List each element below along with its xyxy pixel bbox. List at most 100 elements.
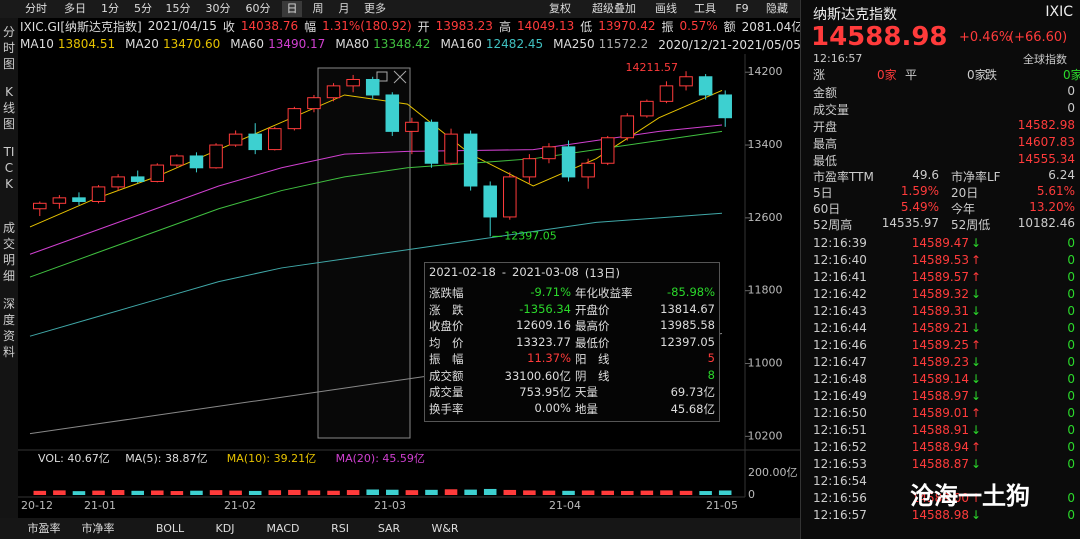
candle-body (72, 197, 86, 202)
vol-bar (190, 490, 203, 495)
vol-bar (503, 489, 517, 495)
toolbar-bg (0, 0, 800, 18)
tick-time: 12:16:56 (813, 491, 867, 505)
popup-label: 收盘价 (429, 319, 464, 333)
quote-label: 最低 (813, 154, 838, 168)
tick-dir: ↑ (971, 338, 982, 352)
last-price: 14588.98 (811, 22, 948, 52)
candle-body (307, 97, 321, 110)
candle-body (405, 121, 419, 132)
tool-button[interactable]: 画线 (655, 1, 677, 15)
tick-dir: ↓ (971, 372, 982, 386)
y-tick-label: 14200 (748, 65, 783, 78)
vol-bar (679, 490, 693, 495)
tick-time: 12:16:50 (813, 406, 867, 420)
tick-price: 14589.32 (911, 287, 969, 301)
period-tab[interactable]: 60分 (246, 2, 271, 15)
vol-bar (699, 491, 712, 495)
ma-line (29, 212, 723, 337)
indicator-tab[interactable]: W&R (431, 522, 458, 535)
tick-price: 14588.87 (911, 457, 969, 471)
vol-bar (209, 490, 223, 495)
period-tab[interactable]: 15分 (166, 2, 191, 15)
popup-header: 2021-02-18-2021-03-08 (13日) (429, 265, 620, 281)
period-tab[interactable]: 周 (313, 2, 324, 15)
popup-label: 阴 线 (575, 368, 610, 383)
quote-panel: 纳斯达克指数 IXIC 14588.98 +0.46% (+66.60) 12:16:57… (800, 0, 1080, 539)
tick-time: 12:16:52 (813, 440, 867, 454)
tick-vol: 0 (1067, 270, 1075, 284)
tick-dir: ↓ (971, 236, 982, 250)
close-icon[interactable] (393, 70, 407, 84)
tick-time: 12:16:53 (813, 457, 867, 471)
indicator-tab[interactable]: BOLL (156, 522, 185, 535)
tick-vol: 0 (1067, 389, 1075, 403)
tick-time: 12:16:41 (813, 270, 867, 284)
pct-change: +0.46% (959, 30, 1012, 45)
vol-bar (288, 489, 301, 495)
candle-body (248, 133, 262, 151)
indicator-tab[interactable]: KDJ (216, 522, 235, 535)
tick-time: 12:16:44 (813, 321, 867, 335)
popup-label: 开盘价 (575, 302, 610, 317)
vol-legend: MA(10): 39.21亿 (227, 452, 316, 465)
popup-value: 12397.05 (660, 334, 715, 349)
indicator-tab[interactable]: RSI (331, 522, 349, 535)
candle-body (326, 85, 341, 99)
stat-label: 5日 (813, 186, 833, 200)
candle-body (189, 155, 204, 169)
period-tab[interactable]: 月 (339, 2, 350, 15)
x-label: 21-01 (84, 499, 116, 512)
popup-label: 成交量 (429, 385, 464, 399)
candle-body (91, 186, 106, 202)
watermark: 沧海一土狗 (910, 482, 1030, 510)
tick-price: 14589.01 (911, 406, 969, 420)
period-tab[interactable]: 更多 (364, 1, 386, 15)
selection-box[interactable] (317, 67, 411, 439)
tick-time: 12:16:48 (813, 372, 867, 386)
tool-button[interactable]: 超级叠加 (592, 1, 636, 15)
y-tick-label: 11800 (748, 284, 783, 297)
popup-label: 涨 跌 (429, 302, 464, 317)
period-tab[interactable]: 分时 (25, 2, 47, 15)
breadth: 平 (905, 68, 918, 82)
tool-button[interactable]: F9 (735, 2, 748, 15)
breadth: 0家 (1063, 68, 1080, 82)
indicator-tab[interactable]: 市净率 (82, 521, 115, 535)
period-tab[interactable]: 30分 (206, 2, 231, 15)
stat-label: 市盈率TTM (813, 170, 874, 184)
tick-vol: 0 (1067, 253, 1075, 267)
period-tab[interactable]: 1分 (101, 2, 119, 15)
x-label: 20-12 (21, 499, 53, 512)
tool-button[interactable]: 工具 (694, 2, 716, 15)
x-label: 21-04 (549, 499, 581, 512)
quote-value: 14555.34 (1017, 152, 1075, 166)
vol-bar (111, 490, 125, 495)
period-tab[interactable]: 多日 (64, 1, 86, 15)
popup-value: 13323.77 (516, 334, 571, 349)
tick-price: 14589.14 (911, 372, 969, 386)
popup-value: 12609.16 (516, 318, 571, 332)
popup-label: 振 幅 (429, 352, 464, 366)
candle-body (287, 108, 302, 130)
period-tab[interactable]: 5分 (134, 2, 152, 15)
period-tab[interactable]: 日 (287, 2, 298, 15)
tool-button[interactable]: 复权 (549, 1, 571, 15)
tick-dir: ↓ (971, 423, 982, 437)
candle-body (679, 76, 693, 87)
breadth: 跌 (985, 68, 998, 82)
vol-bar (464, 489, 477, 495)
indicator-tab[interactable]: MACD (267, 522, 300, 535)
tick-dir: ↓ (971, 389, 982, 403)
vol-bar (562, 490, 575, 495)
popup-label: 最低价 (575, 335, 610, 350)
indicator-tab[interactable]: 市盈率 (28, 521, 61, 535)
stat-label: 市净率LF (951, 170, 1001, 184)
max-icon[interactable] (376, 71, 388, 82)
candle-body (522, 158, 537, 178)
vol-bar (346, 490, 360, 495)
indicator-tab[interactable]: SAR (378, 522, 401, 535)
tool-button[interactable]: 隐藏 (766, 2, 788, 15)
vol-legend: MA(20): 45.59亿 (336, 452, 425, 465)
vol-bar (425, 489, 438, 495)
